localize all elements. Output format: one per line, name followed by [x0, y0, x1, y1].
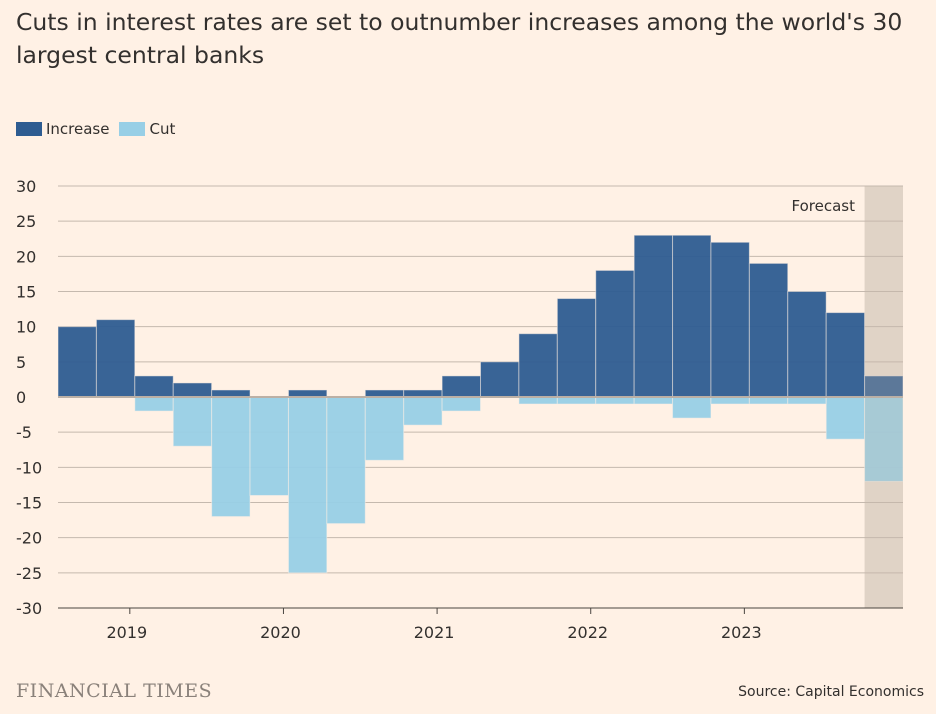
y-tick-label: 20: [16, 247, 36, 266]
bar-increase: [57, 326, 97, 398]
bar-increase: [211, 389, 251, 398]
bar-cut: [595, 396, 635, 405]
bar-cut: [748, 396, 789, 405]
bar-cut: [633, 396, 674, 405]
bar-cut: [211, 396, 251, 518]
ft-logo: FINANCIAL TIMES: [16, 680, 213, 702]
bar-cut: [864, 396, 904, 482]
x-tick-label: 2023: [721, 623, 762, 642]
bar-cut: [172, 396, 213, 447]
legend: Increase Cut: [16, 120, 185, 138]
bar-increase: [95, 319, 136, 398]
bar-increase: [172, 382, 213, 398]
bar-cut: [518, 396, 558, 405]
bar-increase: [787, 291, 827, 398]
bar-increase: [710, 241, 750, 398]
y-tick-label: -25: [16, 564, 42, 583]
chart-title: Cuts in interest rates are set to outnum…: [16, 8, 903, 69]
y-tick-label: 15: [16, 283, 36, 302]
bar-cut: [134, 396, 174, 412]
bar-cut: [825, 396, 866, 440]
bar-cut: [787, 396, 827, 405]
source-note: Source: Capital Economics: [738, 684, 924, 700]
bar-cut: [249, 396, 289, 496]
bar-cut: [672, 396, 712, 419]
forecast-label: Forecast: [792, 197, 856, 215]
bar-cut: [556, 396, 597, 405]
bar-increase: [518, 333, 558, 398]
y-tick-label: -5: [16, 423, 32, 442]
bar-cut: [287, 396, 328, 574]
bar-increase: [672, 234, 712, 398]
bar-increase: [403, 389, 443, 398]
y-tick-label: 5: [16, 353, 26, 372]
x-tick-label: 2021: [414, 623, 455, 642]
y-tick-label: 25: [16, 212, 36, 231]
bar-increase: [825, 312, 866, 398]
y-tick-label: -30: [16, 599, 42, 618]
y-tick-label: 0: [16, 388, 26, 407]
bar-increase: [480, 361, 520, 398]
y-tick-label: -10: [16, 458, 42, 477]
bar-increase: [595, 269, 635, 398]
bar-increase: [748, 262, 789, 398]
legend-label-increase: Increase: [46, 120, 110, 138]
bar-cut: [326, 396, 366, 525]
bar-cut: [441, 396, 482, 412]
bar-increase: [364, 389, 405, 398]
bar-cut: [710, 396, 750, 405]
y-tick-label: 30: [16, 177, 36, 196]
x-tick-label: 2020: [260, 623, 301, 642]
y-tick-label: -15: [16, 494, 42, 513]
x-tick-label: 2019: [106, 623, 147, 642]
bar-cut: [403, 396, 443, 426]
bar-increase: [556, 298, 597, 398]
legend-swatch-cut: [119, 122, 146, 136]
bar-increase: [287, 389, 328, 398]
legend-label-cut: Cut: [149, 120, 176, 138]
bar-increase: [441, 375, 482, 398]
bar-cut: [364, 396, 405, 461]
y-tick-label: 10: [16, 318, 36, 337]
legend-swatch-increase: [16, 122, 42, 136]
x-tick-label: 2022: [567, 623, 608, 642]
bar-increase: [633, 234, 674, 398]
y-tick-label: -20: [16, 529, 42, 548]
bar-increase: [134, 375, 174, 398]
